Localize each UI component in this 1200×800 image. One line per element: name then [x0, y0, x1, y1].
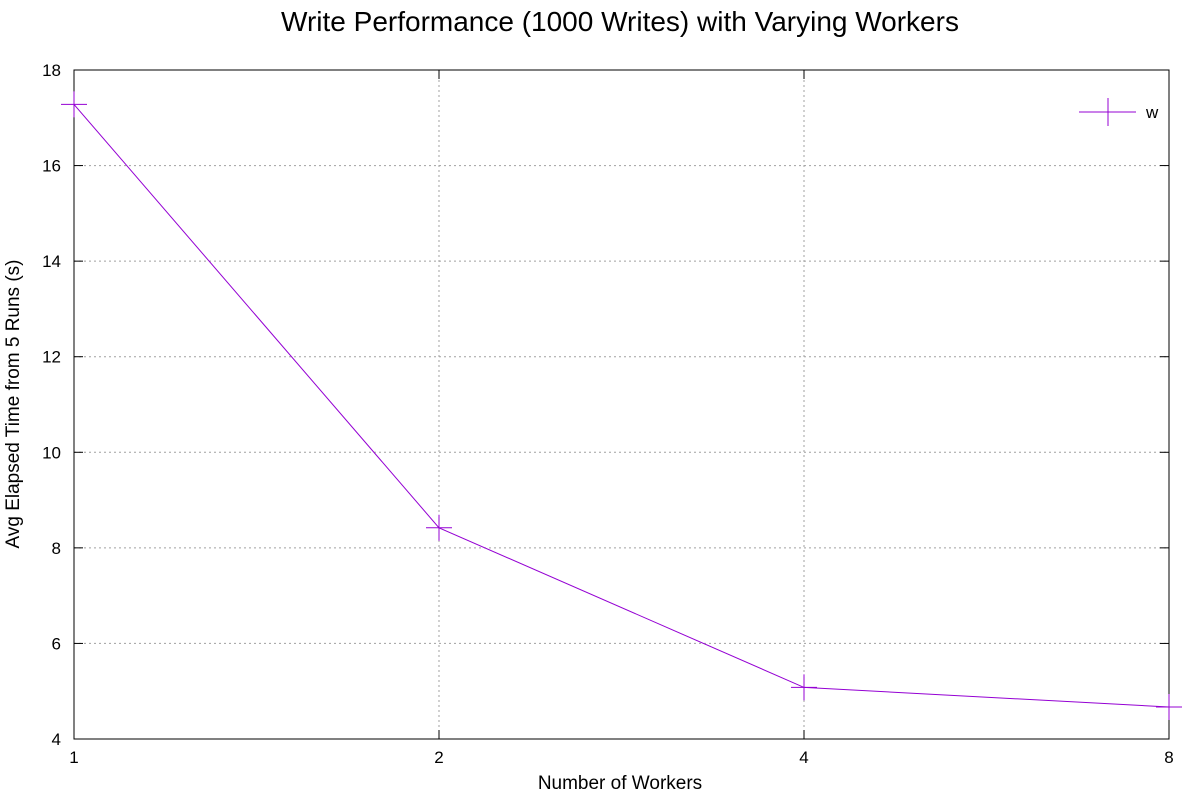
- chart-title: Write Performance (1000 Writes) with Var…: [281, 6, 959, 37]
- x-tick-label: 4: [799, 748, 808, 767]
- data-point: [1156, 693, 1182, 720]
- legend: w: [1079, 98, 1159, 126]
- series-line-w: [73, 104, 1170, 708]
- x-tick-label: 1: [69, 748, 78, 767]
- y-tick-label: 10: [42, 443, 61, 462]
- x-tick-label: 2: [434, 748, 443, 767]
- y-axis-label: Avg Elapsed Time from 5 Runs (s): [3, 260, 24, 549]
- y-tick-label: 18: [42, 61, 61, 80]
- x-axis: 1 2 4 8: [69, 70, 1174, 767]
- grid-lines: [74, 70, 1169, 739]
- data-point: [791, 674, 817, 701]
- y-tick-label: 16: [42, 157, 61, 176]
- y-axis: 4 6 8 10 12 14 16 18: [42, 61, 1169, 749]
- x-tick-label: 8: [1164, 748, 1173, 767]
- y-tick-label: 12: [42, 348, 61, 367]
- y-tick-label: 4: [52, 730, 61, 749]
- series-group: [61, 91, 1182, 720]
- plot-area-border: [73, 69, 1170, 740]
- legend-label: w: [1145, 103, 1159, 122]
- data-point: [61, 91, 87, 118]
- data-point: [426, 514, 452, 541]
- y-tick-label: 8: [52, 539, 61, 558]
- x-axis-label: Number of Workers: [538, 773, 702, 794]
- y-tick-label: 14: [42, 252, 61, 271]
- y-tick-label: 6: [52, 634, 61, 653]
